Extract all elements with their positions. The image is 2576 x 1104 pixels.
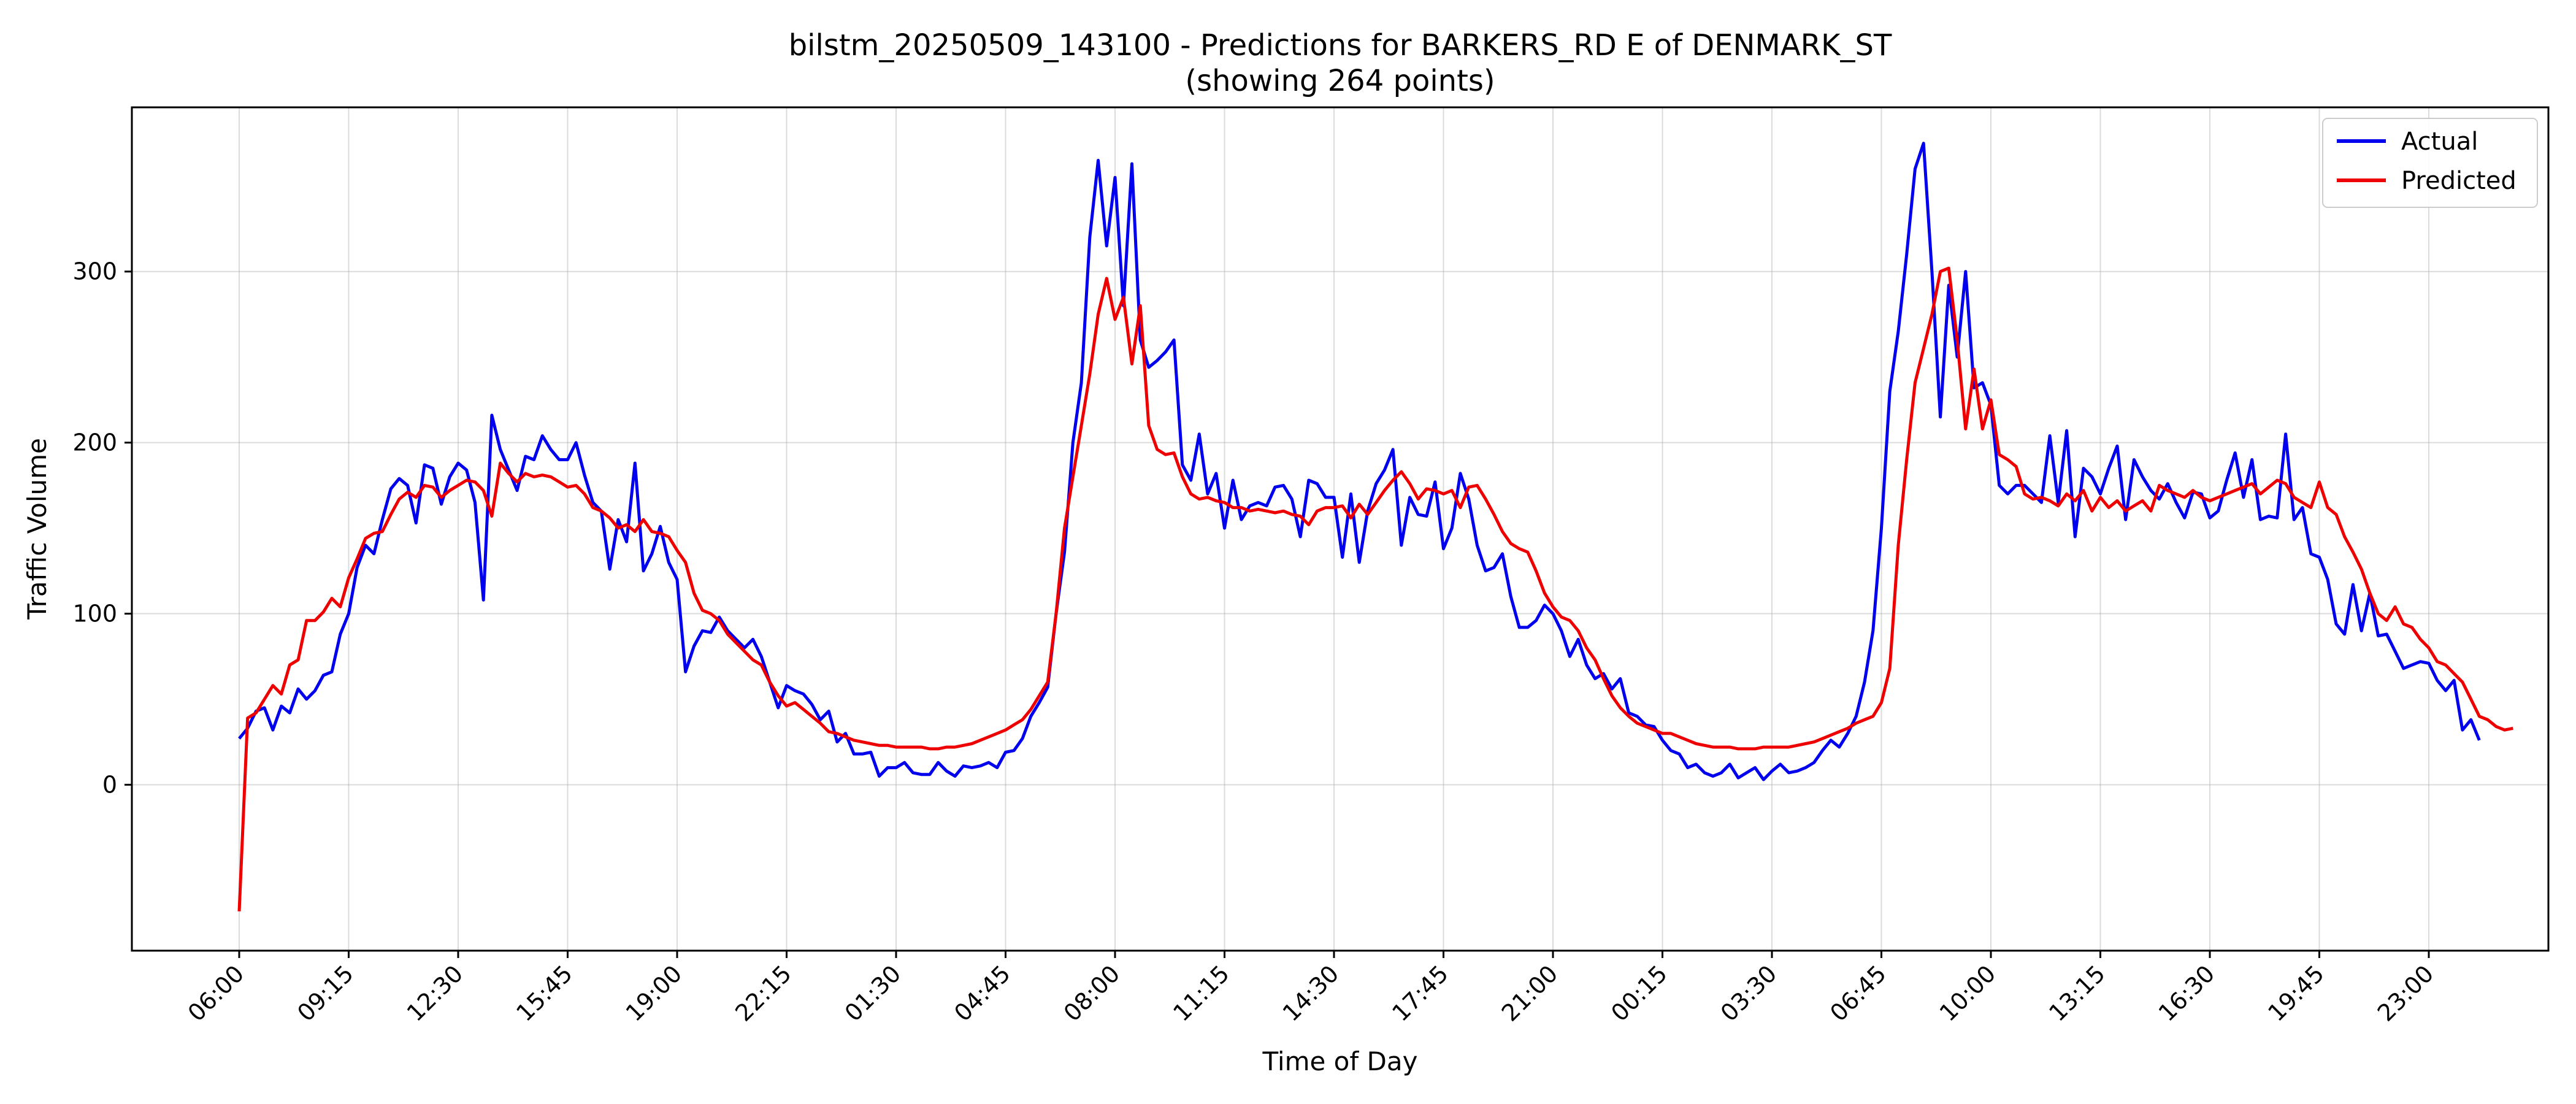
x-tick-label: 21:00 bbox=[1497, 960, 1563, 1027]
y-tick-label: 200 bbox=[72, 429, 117, 456]
x-tick-label: 14:30 bbox=[1278, 960, 1344, 1027]
x-axis: 06:00 09:15 12:30 15:45 19:00 22:15 01:30 04:45… bbox=[183, 951, 2439, 1027]
x-axis-label: Time of Day bbox=[1262, 1046, 1418, 1076]
x-tick-label: 00:15 bbox=[1606, 960, 1673, 1027]
y-axis: 0 100 200 300 bbox=[72, 258, 132, 798]
y-tick-label: 300 bbox=[72, 258, 117, 285]
grid-lines bbox=[132, 107, 2548, 951]
y-axis-label: Traffic Volume bbox=[22, 438, 52, 620]
x-tick-label: 10:00 bbox=[1934, 960, 2001, 1027]
x-tick-label: 06:45 bbox=[1825, 960, 1892, 1027]
legend: Actual Predicted bbox=[2322, 118, 2538, 208]
x-tick-label: 03:30 bbox=[1715, 960, 1782, 1027]
x-tick-label: 01:30 bbox=[840, 960, 907, 1027]
x-tick-label: 11:15 bbox=[1168, 960, 1235, 1027]
legend-label-predicted: Predicted bbox=[2401, 167, 2517, 195]
x-tick-label: 06:00 bbox=[183, 960, 250, 1027]
y-tick-label: 100 bbox=[72, 600, 117, 627]
plot-frame bbox=[131, 106, 2550, 952]
legend-label-actual: Actual bbox=[2401, 128, 2478, 156]
x-tick-label: 08:00 bbox=[1059, 960, 1125, 1027]
chart-title: bilstm_20250509_143100 - Predictions for… bbox=[789, 28, 1892, 63]
series-layer bbox=[237, 142, 2513, 912]
series-line-actual bbox=[238, 142, 2481, 781]
x-tick-label: 23:00 bbox=[2372, 960, 2439, 1027]
x-tick-label: 09:15 bbox=[292, 960, 359, 1027]
y-tick-label: 0 bbox=[102, 771, 117, 798]
x-tick-label: 16:30 bbox=[2153, 960, 2220, 1027]
series-line-predicted bbox=[237, 266, 2513, 912]
x-tick-label: 15:45 bbox=[511, 960, 578, 1027]
x-tick-label: 13:15 bbox=[2044, 960, 2110, 1027]
x-tick-label: 19:00 bbox=[621, 960, 688, 1027]
x-tick-label: 04:45 bbox=[949, 960, 1016, 1027]
chart-subtitle: (showing 264 points) bbox=[1185, 64, 1495, 98]
x-tick-label: 17:45 bbox=[1387, 960, 1454, 1027]
x-tick-label: 12:30 bbox=[402, 960, 469, 1027]
x-tick-label: 19:45 bbox=[2263, 960, 2329, 1027]
x-tick-label: 22:15 bbox=[730, 960, 797, 1027]
